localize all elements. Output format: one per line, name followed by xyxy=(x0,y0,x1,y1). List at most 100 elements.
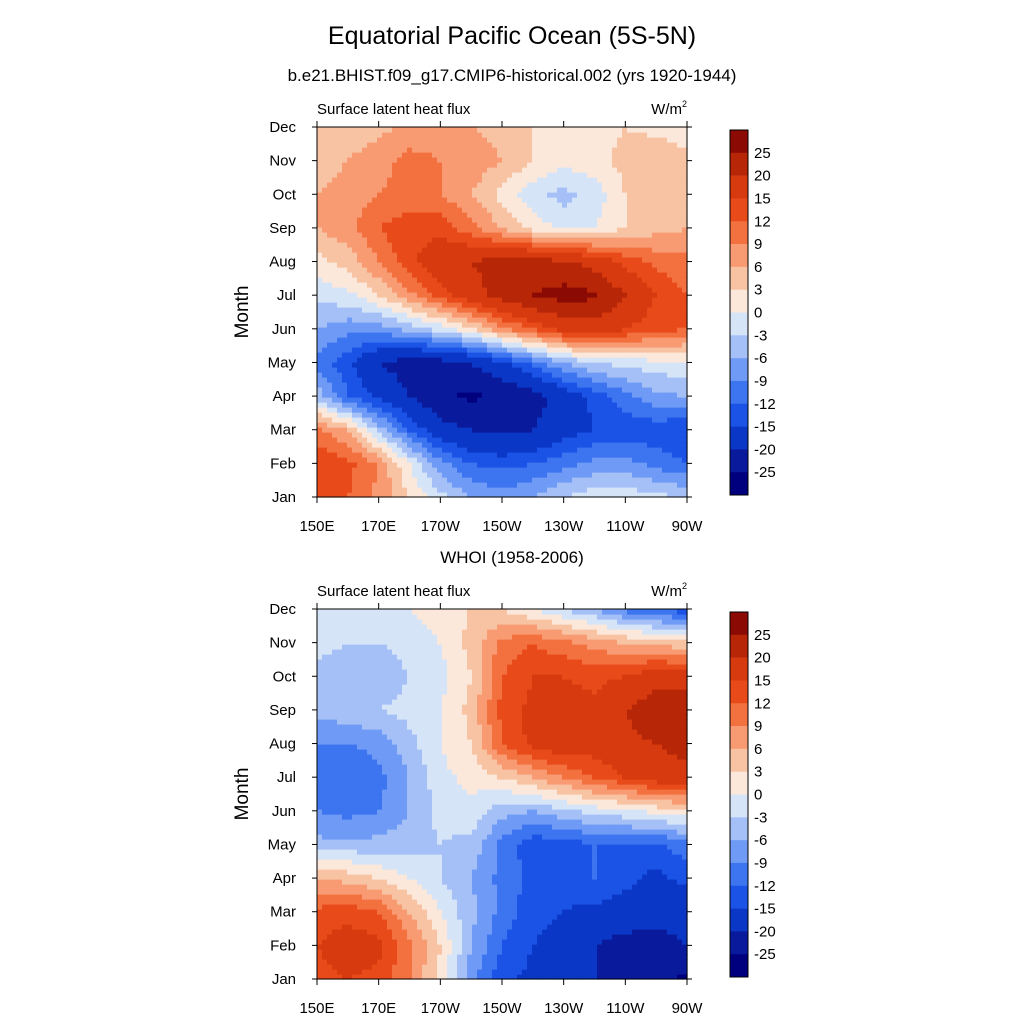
heatmap-cell xyxy=(557,322,563,328)
heatmap-cell xyxy=(452,472,458,478)
heatmap-cell xyxy=(597,327,603,333)
heatmap-cell xyxy=(657,487,663,493)
heatmap-cell xyxy=(682,202,688,208)
heatmap-cell xyxy=(472,427,478,433)
heatmap-cell xyxy=(657,262,663,268)
heatmap-cell xyxy=(677,467,683,473)
heatmap-cell xyxy=(632,297,638,303)
heatmap-cell xyxy=(502,327,508,333)
heatmap-cell xyxy=(557,407,563,413)
heatmap-cell xyxy=(622,462,628,468)
heatmap-cell xyxy=(652,432,658,438)
heatmap-cell xyxy=(537,282,543,288)
heatmap-cell xyxy=(417,492,423,498)
heatmap-cell xyxy=(362,412,368,418)
heatmap-cell xyxy=(447,462,453,468)
heatmap-cell xyxy=(362,172,368,178)
heatmap-cell xyxy=(487,377,493,383)
heatmap-cell xyxy=(652,237,658,243)
heatmap-cell xyxy=(642,297,648,303)
heatmap-cell xyxy=(662,422,668,428)
heatmap-cell xyxy=(337,232,343,238)
heatmap-cell xyxy=(597,477,603,483)
heatmap-cell xyxy=(447,202,453,208)
heatmap-cell xyxy=(622,487,628,493)
heatmap-cell xyxy=(582,237,588,243)
heatmap-cell xyxy=(377,302,383,308)
heatmap-cell xyxy=(627,292,633,298)
heatmap-cell xyxy=(412,237,418,243)
heatmap-cell xyxy=(392,452,398,458)
heatmap-cell xyxy=(417,327,423,333)
heatmap-cell xyxy=(617,242,623,248)
heatmap-cell xyxy=(522,312,528,318)
heatmap-cell xyxy=(497,402,503,408)
heatmap-cell xyxy=(607,252,613,258)
heatmap-cell xyxy=(647,332,653,338)
heatmap-cell xyxy=(682,272,688,278)
heatmap-cell xyxy=(317,352,323,358)
heatmap-cell xyxy=(352,327,358,333)
heatmap-cell xyxy=(577,367,583,373)
heatmap-cell xyxy=(512,322,518,328)
heatmap-cell xyxy=(422,232,428,238)
heatmap-cell xyxy=(382,272,388,278)
heatmap-cell xyxy=(502,162,508,168)
heatmap-cell xyxy=(657,372,663,378)
heatmap-cell xyxy=(587,372,593,378)
heatmap-cell xyxy=(677,192,683,198)
heatmap-cell xyxy=(492,387,498,393)
heatmap-cell xyxy=(572,352,578,358)
heatmap-cell xyxy=(477,282,483,288)
heatmap-cell xyxy=(482,162,488,168)
heatmap-cell xyxy=(667,477,673,483)
heatmap-cell xyxy=(542,247,548,253)
heatmap-cell xyxy=(547,472,553,478)
heatmap-cell xyxy=(617,437,623,443)
heatmap-cell xyxy=(532,197,538,203)
heatmap-cell xyxy=(367,367,373,373)
heatmap-cell xyxy=(367,377,373,383)
heatmap-cell xyxy=(432,332,438,338)
heatmap-cell xyxy=(357,287,363,293)
heatmap-cell xyxy=(472,412,478,418)
heatmap-cell xyxy=(522,217,528,223)
heatmap-cell xyxy=(677,432,683,438)
heatmap-cell xyxy=(397,267,403,273)
heatmap-cell xyxy=(632,232,638,238)
heatmap-cell xyxy=(392,247,398,253)
heatmap-cell xyxy=(472,362,478,368)
heatmap-cell xyxy=(437,487,443,493)
heatmap-cell xyxy=(542,167,548,173)
heatmap-cell xyxy=(622,307,628,313)
heatmap-cell xyxy=(377,297,383,303)
heatmap-cell xyxy=(432,317,438,323)
heatmap-cell xyxy=(667,282,673,288)
heatmap-cell xyxy=(572,452,578,458)
heatmap-cell xyxy=(387,207,393,213)
heatmap-cell xyxy=(402,257,408,263)
heatmap-cell xyxy=(667,447,673,453)
heatmap-cell xyxy=(502,317,508,323)
heatmap-cell xyxy=(662,472,668,478)
heatmap-cell xyxy=(437,252,443,258)
heatmap-cell xyxy=(547,492,553,498)
heatmap-cell xyxy=(407,407,413,413)
heatmap-cell xyxy=(562,472,568,478)
heatmap-cell xyxy=(372,172,378,178)
heatmap-cell xyxy=(542,192,548,198)
heatmap-cell xyxy=(337,382,343,388)
heatmap-cell xyxy=(497,432,503,438)
heatmap-cell xyxy=(682,182,688,188)
heatmap-cell xyxy=(377,182,383,188)
heatmap-cell xyxy=(567,222,573,228)
heatmap-cell xyxy=(492,172,498,178)
heatmap-cell xyxy=(572,372,578,378)
heatmap-cell xyxy=(437,337,443,343)
heatmap-cell xyxy=(587,342,593,348)
heatmap-cell xyxy=(362,357,368,363)
heatmap-cell xyxy=(372,217,378,223)
heatmap-cell xyxy=(507,262,513,268)
heatmap-cell xyxy=(477,457,483,463)
heatmap-cell xyxy=(417,467,423,473)
